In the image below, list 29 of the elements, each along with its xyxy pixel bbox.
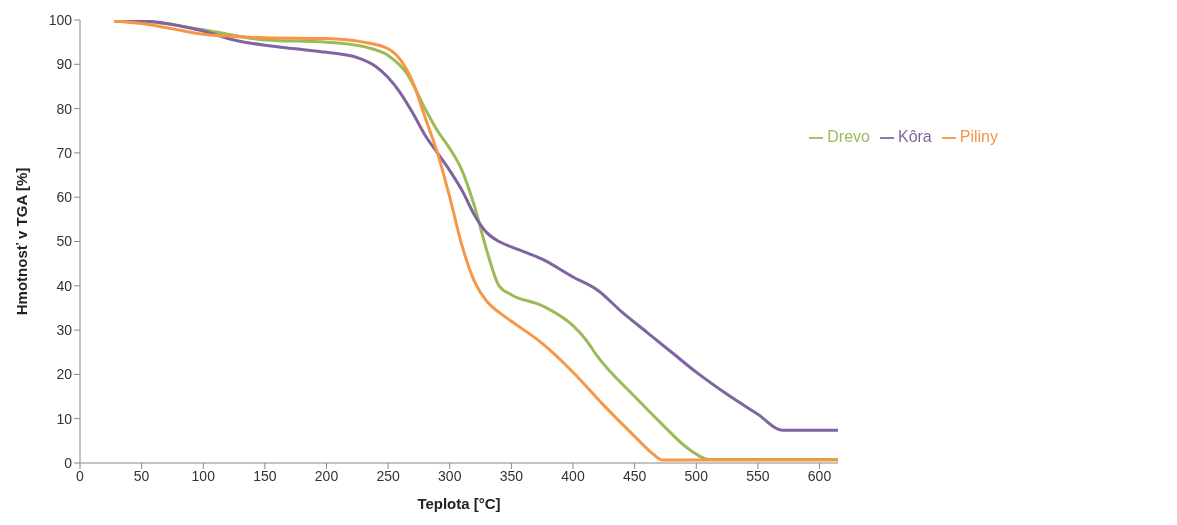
y-tick-label: 80: [56, 100, 73, 117]
x-axis-title: Teplota [°C]: [417, 495, 501, 512]
x-tick-label: 50: [133, 467, 150, 484]
legend-label: Piliny: [959, 128, 998, 145]
y-tick-label: 40: [56, 277, 73, 294]
x-tick-label: 300: [438, 467, 462, 484]
x-tick-label: 450: [622, 467, 647, 484]
y-tick-label: 60: [56, 189, 73, 206]
x-tick-label: 550: [746, 467, 770, 484]
x-tick-label: 100: [191, 467, 216, 484]
y-tick-label: 70: [56, 144, 73, 161]
x-tick-label: 200: [314, 467, 339, 484]
x-tick-label: 0: [76, 467, 85, 484]
y-tick-label: 0: [64, 454, 73, 471]
y-tick-label: 30: [56, 322, 73, 339]
legend-label: Kôra: [897, 128, 932, 145]
y-tick-label: 90: [56, 56, 73, 73]
y-tick-label: 10: [56, 410, 73, 427]
x-tick-label: 250: [376, 467, 401, 484]
x-tick-label: 400: [561, 467, 585, 484]
x-tick-label: 600: [807, 467, 832, 484]
y-tick-label: 20: [56, 366, 73, 383]
x-tick-label: 350: [499, 467, 524, 484]
y-tick-label: 50: [56, 233, 73, 250]
y-tick-label: 100: [48, 11, 73, 28]
legend-label: Drevo: [827, 128, 870, 145]
x-tick-label: 500: [684, 467, 709, 484]
y-axis-title: Hmotnosť v TGA [%]: [13, 167, 31, 316]
x-tick-label: 150: [253, 467, 277, 484]
